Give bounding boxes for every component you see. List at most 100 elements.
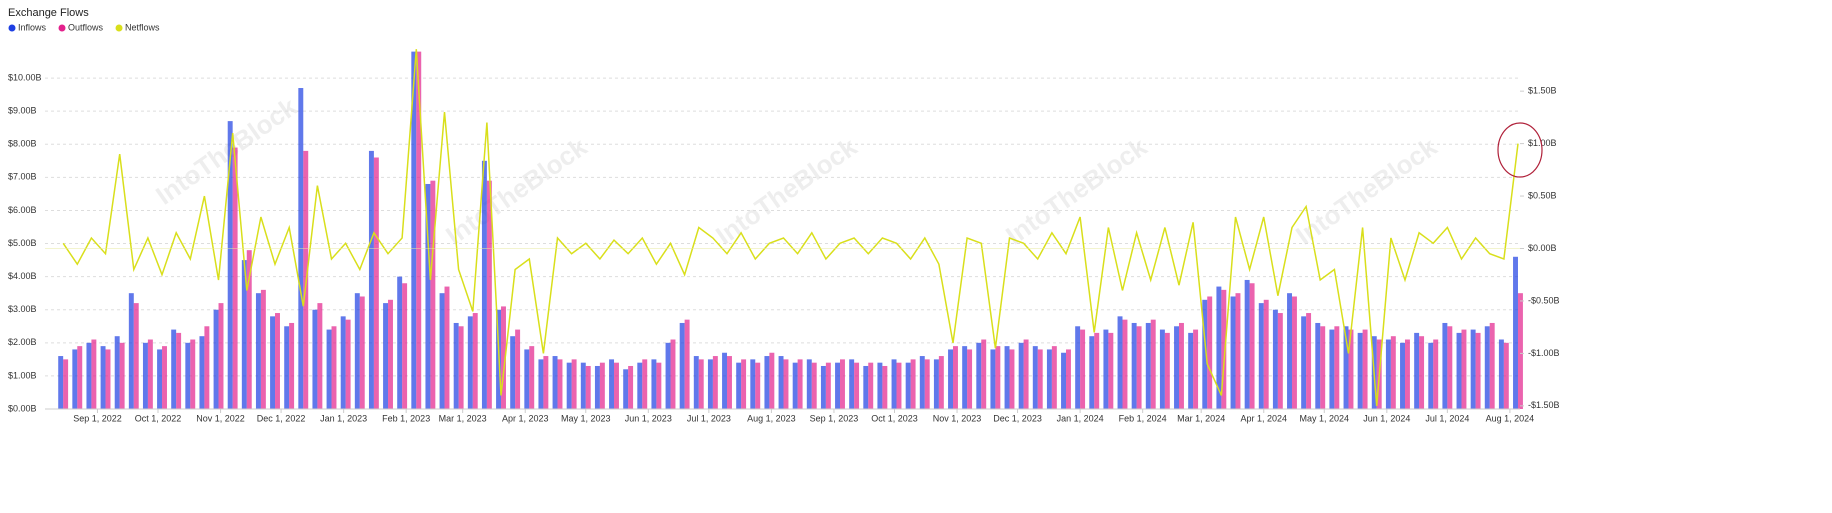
bar xyxy=(877,362,883,409)
bar xyxy=(750,359,756,409)
bar xyxy=(1032,346,1038,409)
bar xyxy=(967,349,973,409)
x-tick-label: Aug 1, 2023 xyxy=(747,413,796,423)
bar xyxy=(171,329,177,409)
bar xyxy=(1272,309,1278,409)
bar xyxy=(811,362,817,409)
x-tick-label: Feb 1, 2024 xyxy=(1119,413,1167,423)
bar xyxy=(1249,283,1255,409)
bar xyxy=(764,356,770,409)
bar xyxy=(270,316,276,409)
watermark: IntoTheBlock xyxy=(440,131,593,250)
legend-label: Outflows xyxy=(68,22,104,32)
bar xyxy=(891,359,897,409)
bar xyxy=(1456,332,1462,409)
bar xyxy=(1108,332,1114,409)
bar xyxy=(524,349,530,409)
y-tick-label: $8.00B xyxy=(8,139,37,149)
netflow-line xyxy=(62,49,1519,406)
bar xyxy=(453,322,459,409)
y-tick-label: $5.00B xyxy=(8,238,37,248)
bar xyxy=(1145,322,1151,409)
bar xyxy=(317,303,323,409)
bar xyxy=(1216,286,1222,409)
bar xyxy=(825,362,831,409)
x-tick-label: Nov 1, 2023 xyxy=(933,413,982,423)
bar xyxy=(1065,349,1071,409)
bar xyxy=(995,346,1001,409)
bar xyxy=(1131,322,1137,409)
x-tick-label: Sep 1, 2023 xyxy=(810,413,859,423)
bar xyxy=(1470,329,1476,409)
watermark: IntoTheBlock xyxy=(1000,131,1153,250)
bar xyxy=(962,346,968,409)
bar xyxy=(933,359,939,409)
bar xyxy=(1498,339,1504,409)
bar xyxy=(91,339,97,409)
bar xyxy=(976,342,982,409)
bar xyxy=(571,359,577,409)
bars xyxy=(58,51,1523,409)
x-tick-label: May 1, 2024 xyxy=(1300,413,1350,423)
bar xyxy=(1230,296,1236,409)
y-tick-label: $0.00B xyxy=(8,403,37,413)
bar xyxy=(185,342,191,409)
bar xyxy=(1122,319,1128,409)
lines xyxy=(45,49,1520,406)
bar xyxy=(1442,322,1448,409)
bar xyxy=(1291,296,1297,409)
bar xyxy=(1334,326,1340,409)
bar xyxy=(651,359,657,409)
watermark: IntoTheBlock xyxy=(710,131,863,250)
x-tick-label: Dec 1, 2023 xyxy=(993,413,1042,423)
bar xyxy=(340,316,346,409)
bar xyxy=(693,356,699,409)
bar xyxy=(707,359,713,409)
x-tick-label: Oct 1, 2022 xyxy=(135,413,182,423)
bar xyxy=(797,359,803,409)
x-tick-label: Jul 1, 2023 xyxy=(687,413,731,423)
bar xyxy=(1400,342,1405,409)
bar xyxy=(157,349,163,409)
bar xyxy=(1484,326,1490,409)
y-tick-label: $1.00B xyxy=(8,370,37,380)
legend-label: Inflows xyxy=(18,22,47,32)
bar xyxy=(204,326,210,409)
bar xyxy=(439,293,445,409)
x-tick-label: Jul 1, 2024 xyxy=(1425,413,1469,423)
bar xyxy=(1046,349,1052,409)
y-tick-label: $9.00B xyxy=(8,106,37,116)
bar xyxy=(628,365,634,409)
bar xyxy=(331,326,337,409)
bar xyxy=(1306,313,1312,409)
bar xyxy=(128,293,134,409)
bar xyxy=(388,299,393,409)
y2-tick-label: -$1.00B xyxy=(1528,348,1560,358)
bar xyxy=(119,342,125,409)
bar xyxy=(1004,346,1010,409)
bar xyxy=(255,293,261,409)
bar xyxy=(840,359,845,409)
bar xyxy=(1023,339,1029,409)
bar xyxy=(637,362,643,409)
chart-title: Exchange Flows xyxy=(8,7,89,19)
bar xyxy=(63,359,69,409)
x-tick-label: Apr 1, 2023 xyxy=(502,413,549,423)
bar xyxy=(1094,332,1100,409)
bar xyxy=(58,356,64,409)
bar xyxy=(1343,326,1349,409)
bar xyxy=(1150,319,1156,409)
y-tick-label: $3.00B xyxy=(8,304,37,314)
bar xyxy=(882,365,888,409)
bar xyxy=(472,313,478,409)
bar xyxy=(1136,326,1142,409)
bar xyxy=(1202,299,1208,409)
y2-tick-label: $0.50B xyxy=(1528,190,1557,200)
bar xyxy=(736,362,742,409)
bar xyxy=(1385,339,1391,409)
bar xyxy=(543,356,549,409)
bar xyxy=(1188,332,1194,409)
bar xyxy=(769,352,775,409)
bar xyxy=(863,365,869,409)
